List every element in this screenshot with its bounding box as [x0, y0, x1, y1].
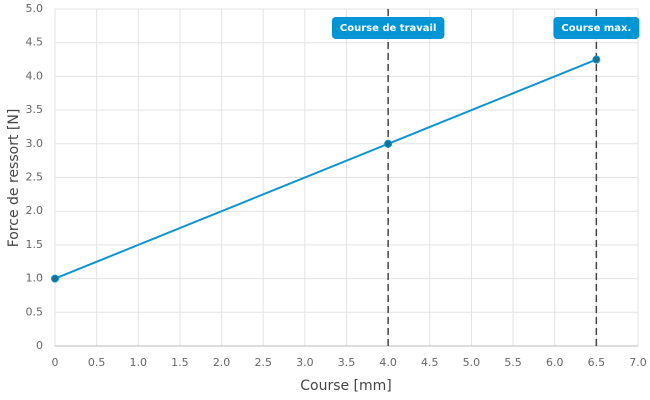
annotation-label: Course max. — [561, 23, 631, 34]
y-tick-label: 4.5 — [26, 36, 44, 49]
y-tick-label: 0.5 — [26, 305, 44, 318]
y-axis-title: Force de ressort [N] — [6, 109, 22, 248]
y-tick-label: 2.0 — [26, 204, 44, 217]
y-tick-label: 0 — [36, 339, 43, 352]
y-tick-label: 5.0 — [26, 2, 44, 15]
y-tick-label: 1.0 — [26, 272, 44, 285]
y-tick-label: 3.5 — [26, 103, 44, 116]
x-tick-label: 5.5 — [504, 356, 522, 369]
x-tick-label: 3.0 — [296, 356, 314, 369]
point — [51, 274, 59, 283]
y-tick-label: 2.5 — [26, 171, 44, 184]
y-tick-label: 3.0 — [26, 137, 44, 150]
annotation-box — [553, 17, 640, 39]
x-tick-label: 1.0 — [130, 356, 148, 369]
annotation-label: Course de travail — [340, 23, 436, 34]
x-tick-label: 0.5 — [88, 356, 106, 369]
x-axis-title: Course [mm] — [300, 378, 392, 394]
y-tick-label: 1.5 — [26, 238, 44, 251]
x-tick-label: 4.0 — [379, 356, 397, 369]
point — [384, 139, 393, 148]
x-tick-label: 4.5 — [421, 356, 439, 369]
x-tick-label: 7.0 — [629, 356, 647, 369]
x-tick-label: 1.5 — [171, 356, 189, 369]
line — [54, 58, 597, 280]
x-tick-label: 5.0 — [463, 356, 481, 369]
x-tick-label: 2.0 — [213, 356, 231, 369]
x-tick-label: 2.5 — [254, 356, 272, 369]
x-tick-label: 0 — [52, 356, 59, 369]
x-tick-label: 6.0 — [546, 356, 564, 369]
point — [592, 55, 601, 64]
y-tick-label: 4.0 — [26, 69, 44, 82]
x-tick-label: 6.5 — [588, 356, 606, 369]
x-tick-label: 3.5 — [338, 356, 356, 369]
annotation-box — [331, 17, 445, 39]
